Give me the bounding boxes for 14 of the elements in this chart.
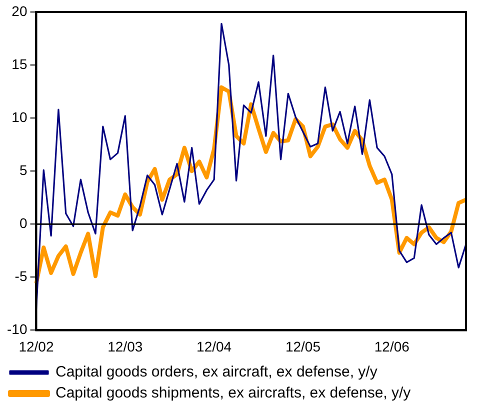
x-tick-label: 12/03 — [108, 338, 143, 354]
x-tick-label: 12/05 — [285, 338, 321, 354]
legend-label: Capital goods orders, ex aircraft, ex defense, y/y — [56, 364, 378, 381]
y-tick-label: 15 — [12, 56, 28, 72]
y-tick-label: -5 — [14, 268, 28, 284]
y-tick-label: 10 — [12, 108, 28, 125]
x-tick-label: 12/06 — [374, 338, 410, 354]
y-tick-label: 5 — [19, 162, 28, 178]
x-tick-label: 12/04 — [196, 338, 232, 354]
y-tick-label: -10 — [7, 321, 28, 338]
y-tick-label: 20 — [12, 2, 28, 19]
legend-label: Capital goods shipments, ex aircrafts, ex defense, y/y — [56, 384, 412, 402]
x-tick-label: 12/02 — [18, 338, 54, 354]
y-tick-label: 0 — [19, 214, 28, 231]
